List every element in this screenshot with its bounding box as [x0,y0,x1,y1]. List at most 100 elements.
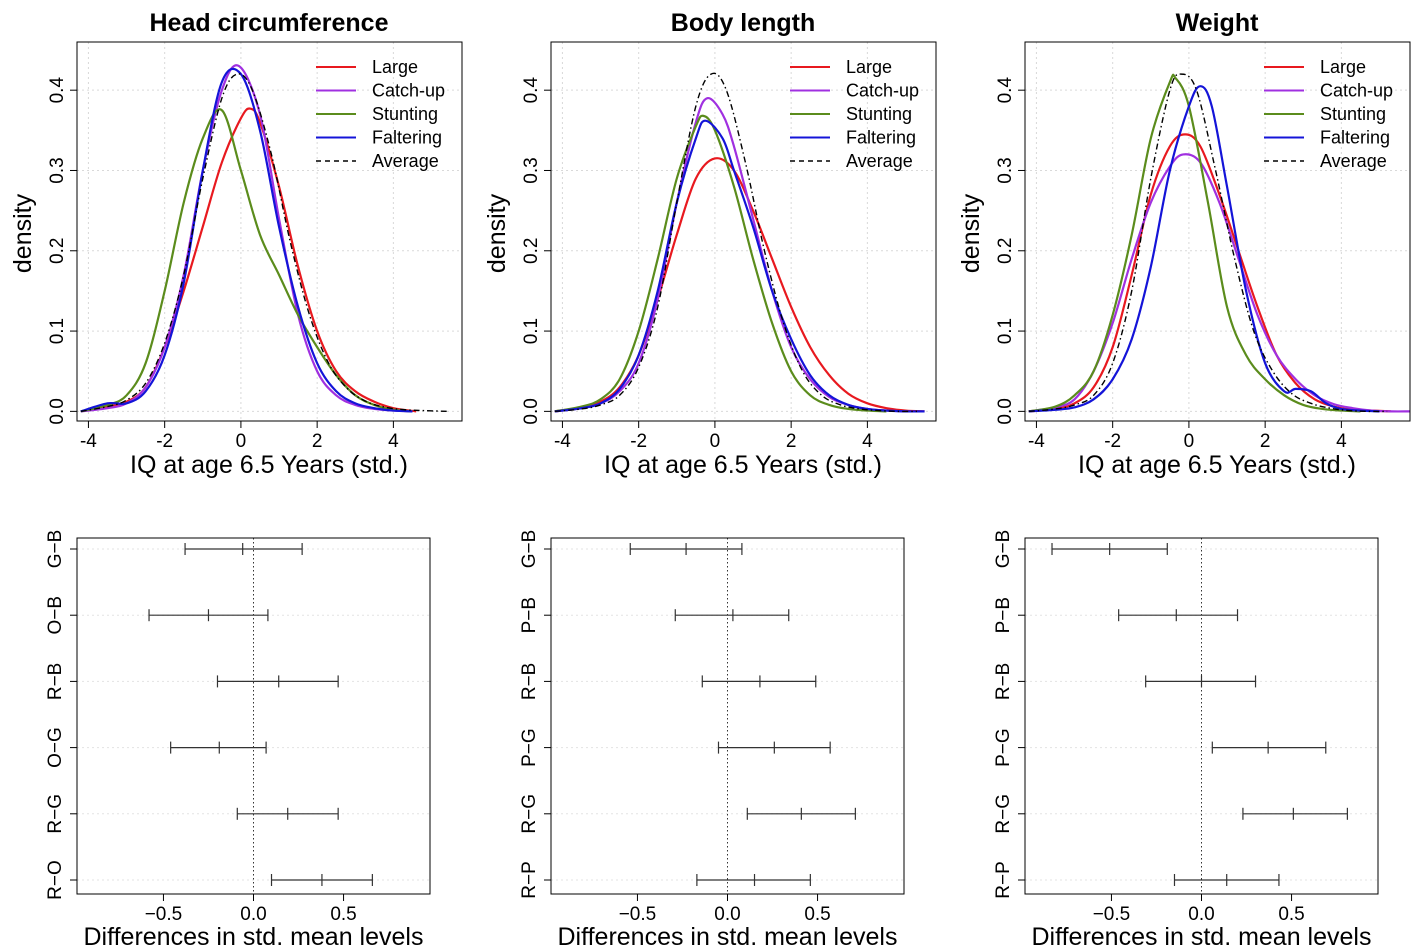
y-tick-label: 0.0 [521,398,542,424]
x-tick-label: 0 [1184,431,1195,452]
x-tick-label: -4 [80,431,97,452]
legend-label: Faltering [372,128,442,148]
legend-label: Large [846,57,892,77]
x-tick-label: 0 [236,431,247,452]
density-curve-catchup [80,64,413,413]
legend-label: Catch-up [1320,81,1393,101]
y-tick-label: 0.4 [47,77,68,104]
legend-label: Average [846,151,913,171]
comparison-label: R−G [993,794,1014,834]
legend-label: Average [372,151,439,171]
density-curve-average [1028,73,1388,413]
density-curve-large [1028,133,1391,413]
y-tick-label: 0.2 [995,238,1016,264]
x-tick-label: 4 [862,431,873,452]
x-axis-label: Differences in std. mean levels [558,923,898,951]
y-tick-label: 0.1 [995,318,1016,344]
comparison-label: P−G [993,728,1014,767]
comparison-label: R−B [993,663,1014,701]
plot-frame [76,41,463,422]
x-tick-label: 0.5 [804,904,830,925]
density-curve-large [80,107,417,413]
x-tick-label: −0.5 [619,904,657,925]
panel-title: Head circumference [149,9,388,37]
legend-label: Large [1320,57,1366,77]
density-curve-large [554,157,925,413]
x-tick-label: -2 [1104,431,1121,452]
legend-label: Stunting [846,104,912,124]
x-axis-label: Differences in std. mean levels [1032,923,1372,951]
y-tick-label: 0.1 [47,318,68,344]
y-tick-label: 0.2 [47,238,68,264]
legend-label: Average [1320,151,1387,171]
x-tick-label: 0.0 [1188,904,1214,925]
comparison-label: O−G [45,727,66,768]
x-tick-label: 0 [710,431,721,452]
comparison-label: R−O [45,860,66,900]
x-tick-label: -2 [630,431,647,452]
x-tick-label: -4 [554,431,571,452]
x-tick-label: 2 [1260,431,1271,452]
x-axis-label: IQ at age 6.5 Years (std.) [130,451,408,479]
density-curve-faltering [80,67,413,413]
x-axis-label: Differences in std. mean levels [84,923,424,951]
comparison-label: G−B [45,530,66,569]
x-tick-label: −0.5 [1093,904,1131,925]
comparison-label: G−B [519,530,540,569]
plot-frame [1024,41,1411,422]
y-axis-label: density [957,193,985,273]
x-tick-label: 4 [1336,431,1347,452]
x-tick-label: 0.0 [714,904,740,925]
y-tick-label: 0.0 [995,398,1016,424]
y-tick-label: 0.3 [47,157,68,183]
x-tick-label: 2 [312,431,323,452]
y-tick-label: 0.4 [995,77,1016,104]
x-tick-label: 4 [388,431,399,452]
comparison-label: R−P [519,861,540,899]
x-tick-label: −0.5 [145,904,183,925]
density-curve-stunting [1028,73,1361,413]
y-tick-label: 0.4 [521,77,542,104]
x-tick-label: 0.5 [1278,904,1304,925]
comparison-label: P−G [519,728,540,767]
x-tick-label: 2 [786,431,797,452]
legend-label: Catch-up [372,81,445,101]
density-curve-stunting [80,108,413,413]
legend-label: Stunting [1320,104,1386,124]
plot-frame [550,41,937,422]
legend: Large Catch-up Stunting Faltering Average [790,57,919,171]
y-tick-label: 0.3 [995,157,1016,183]
y-tick-label: 0.0 [47,398,68,424]
density-curve-average [80,73,447,413]
legend-label: Large [372,57,418,77]
y-tick-label: 0.1 [521,318,542,344]
panel-title: Body length [671,9,815,37]
legend: Large Catch-up Stunting Faltering Average [316,57,445,171]
panel-title: Weight [1176,9,1260,37]
x-axis-label: IQ at age 6.5 Years (std.) [1078,451,1356,479]
comparison-label: R−B [519,663,540,701]
legend: Large Catch-up Stunting Faltering Average [1264,57,1393,171]
x-tick-label: -2 [156,431,173,452]
comparison-label: G−B [993,530,1014,569]
comparison-label: P−B [519,597,540,633]
comparison-label: O−B [45,596,66,635]
legend-label: Catch-up [846,81,919,101]
difference-panel-3: G−B P−B R−B P−G R−G R−P −0.5 0.0 0.5Differences … [993,530,1379,951]
density-curve-faltering [554,119,925,413]
density-panel-1: -4 -2 0 2 4 0.0 0.1 0.2 0.3 0.4 Head circumference… [9,9,463,479]
x-axis-label: IQ at age 6.5 Years (std.) [604,451,882,479]
comparison-label: R−G [519,794,540,834]
y-tick-label: 0.2 [521,238,542,264]
x-tick-label: -4 [1028,431,1045,452]
comparison-label: R−G [45,794,66,834]
density-panel-2: -4 -2 0 2 4 0.0 0.1 0.2 0.3 0.4 Body length IQ at a… [483,9,937,479]
legend-label: Faltering [1320,128,1390,148]
density-curve-average [554,72,917,413]
legend-label: Stunting [372,104,438,124]
comparison-label: R−B [45,663,66,701]
density-panel-3: -4 -2 0 2 4 0.0 0.1 0.2 0.3 0.4 Weight IQ at age 6.… [957,9,1411,479]
comparison-label: P−B [993,597,1014,633]
density-curve-faltering [1028,85,1380,413]
